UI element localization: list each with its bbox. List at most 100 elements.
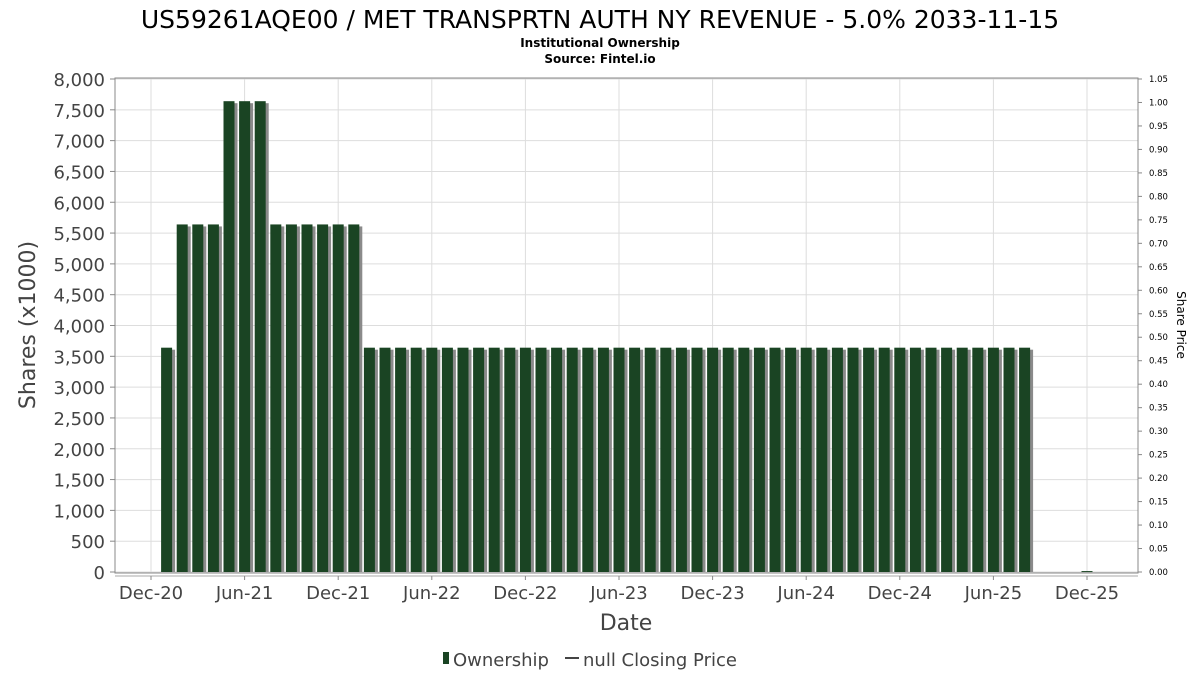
ownership-bar <box>800 347 812 572</box>
ownership-bar <box>317 224 329 572</box>
x-tick-label: Dec-24 <box>868 583 932 604</box>
ownership-bar <box>535 347 547 572</box>
y-tick-label: 6,000 <box>53 193 105 214</box>
y-tick-label: 1,000 <box>53 501 105 522</box>
y-tick-label: 4,500 <box>53 286 105 307</box>
x-tick-label: Jun-22 <box>402 583 461 604</box>
y2-tick-label: 0.40 <box>1149 380 1168 390</box>
ownership-bar <box>566 347 578 572</box>
ownership-bar <box>223 101 235 572</box>
x-tick-label: Dec-21 <box>306 583 370 604</box>
ownership-bar <box>1081 571 1093 573</box>
x-tick-label: Dec-25 <box>1055 583 1119 604</box>
x-axis-label: Date <box>600 611 653 636</box>
y-tick-label: 7,500 <box>53 101 105 122</box>
ownership-bar <box>738 347 750 572</box>
ownership-bar <box>831 347 843 572</box>
ownership-bar <box>348 224 360 572</box>
y2-tick-label: 1.00 <box>1149 98 1168 108</box>
ownership-bar <box>769 347 781 572</box>
ownership-bar <box>441 347 453 572</box>
ownership-bar <box>956 347 968 572</box>
ownership-bar <box>691 347 703 572</box>
ownership-bar <box>675 347 687 572</box>
x-tick-label: Dec-20 <box>119 583 183 604</box>
y-tick-label: 5,500 <box>53 224 105 245</box>
x-tick-label: Jun-25 <box>964 583 1023 604</box>
ownership-bar <box>192 224 204 572</box>
legend-price-label: null Closing Price <box>583 650 737 671</box>
y2-tick-label: 0.05 <box>1149 545 1168 555</box>
y2-tick-label: 0.60 <box>1149 286 1168 296</box>
ownership-bar <box>161 347 173 572</box>
ownership-bar <box>207 224 219 572</box>
bars <box>161 101 1093 573</box>
y2-tick-label: 0.65 <box>1149 263 1168 273</box>
ownership-bar <box>504 347 516 572</box>
ownership-bar <box>753 347 765 572</box>
y-tick-label: 4,000 <box>53 317 105 338</box>
ownership-bar <box>473 347 485 572</box>
ownership-bar <box>239 101 251 572</box>
ownership-bar <box>519 347 531 572</box>
y-tick-label: 2,500 <box>53 409 105 430</box>
y2-tick-label: 0.10 <box>1149 521 1168 531</box>
y2-tick-label: 1.05 <box>1149 75 1168 85</box>
ownership-bar <box>707 347 719 572</box>
y2-tick-label: 0.25 <box>1149 451 1168 461</box>
y2-tick-label: 0.00 <box>1149 568 1168 578</box>
y2-tick-label: 0.45 <box>1149 357 1168 367</box>
ownership-bar <box>301 224 313 572</box>
ownership-bar <box>363 347 375 572</box>
ownership-bar <box>644 347 656 572</box>
ownership-bar <box>332 224 344 572</box>
ownership-bar <box>285 224 297 572</box>
y-tick-label: 2,000 <box>53 440 105 461</box>
ownership-bar <box>909 347 921 572</box>
y-axis-label: Shares (x1000) <box>16 241 41 409</box>
y2-axis-label: Share Price <box>1174 291 1188 359</box>
legend-ownership-swatch <box>443 652 449 664</box>
ownership-bar <box>270 224 282 572</box>
chart-source: Source: Fintel.io <box>544 52 655 66</box>
y2-tick-label: 0.85 <box>1149 169 1168 179</box>
x-axis: Dec-20 Jun-21 Dec-21 Jun-22 Dec-22 Jun-23 Dec-… <box>115 575 1138 604</box>
ownership-bar <box>925 347 937 572</box>
y-tick-label: 8,000 <box>53 70 105 91</box>
ownership-bar <box>972 347 984 572</box>
ownership-bar <box>987 347 999 572</box>
ownership-bar <box>488 347 500 572</box>
y2-tick-label: 0.95 <box>1149 122 1168 132</box>
y2-tick-label: 0.75 <box>1149 216 1168 226</box>
legend-ownership-label: Ownership <box>453 650 549 671</box>
ownership-bar <box>551 347 563 572</box>
ownership-bar <box>660 347 672 572</box>
ownership-bar <box>582 347 594 572</box>
x-tick-label: Dec-22 <box>493 583 557 604</box>
x-tick-label: Jun-24 <box>776 583 835 604</box>
y2-tick-label: 0.90 <box>1149 145 1168 155</box>
y-axis: 0 500 1,000 1,500 2,000 2,500 3,000 3,500 4,000 4… <box>53 70 115 584</box>
ownership-bar <box>941 347 953 572</box>
ownership-bar <box>722 347 734 572</box>
chart-subtitle: Institutional Ownership <box>520 36 680 50</box>
ownership-bar <box>816 347 828 572</box>
ownership-bar <box>894 347 906 572</box>
ownership-bar <box>863 347 875 572</box>
ownership-bar <box>395 347 407 572</box>
x-tick-label: Jun-21 <box>215 583 274 604</box>
y2-tick-label: 0.30 <box>1149 427 1168 437</box>
ownership-bar <box>410 347 422 572</box>
y2-tick-label: 0.55 <box>1149 310 1168 320</box>
y-tick-label: 500 <box>71 532 105 553</box>
ownership-bar <box>1003 347 1015 572</box>
ownership-bar <box>379 347 391 572</box>
y2-tick-label: 0.50 <box>1149 333 1168 343</box>
chart-title: US59261AQE00 / MET TRANSPRTN AUTH NY REV… <box>141 5 1059 34</box>
y2-tick-label: 0.80 <box>1149 192 1168 202</box>
ownership-bar <box>629 347 641 572</box>
y2-tick-label: 0.20 <box>1149 474 1168 484</box>
y-tick-label: 6,500 <box>53 162 105 183</box>
x-tick-label: Dec-23 <box>680 583 744 604</box>
